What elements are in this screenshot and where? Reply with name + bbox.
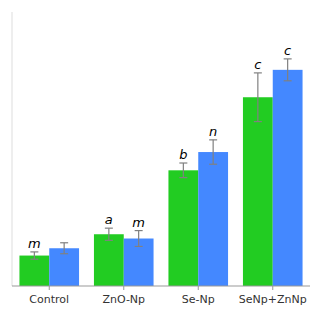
y-axis-line <box>12 12 13 286</box>
x-tick <box>123 286 124 290</box>
error-bar <box>284 59 292 81</box>
plot-area <box>19 59 302 286</box>
error-bar <box>179 163 187 178</box>
x-tick-label: Control <box>29 293 69 306</box>
annotation: m <box>28 236 41 251</box>
x-tick-label: ZnO-Np <box>102 293 145 306</box>
bar <box>49 248 79 286</box>
annotation: n <box>209 124 217 139</box>
x-tick <box>198 286 199 290</box>
x-axis-line <box>12 286 310 287</box>
annotation: a <box>105 212 113 227</box>
annotation: c <box>254 57 261 72</box>
error-bar <box>254 73 262 122</box>
bar <box>273 70 303 286</box>
annotation: c <box>284 43 291 58</box>
error-bar <box>105 228 113 240</box>
error-bar <box>209 140 217 164</box>
error-bar <box>135 231 143 247</box>
annotation: b <box>179 147 187 162</box>
annotations: m a b c m n c <box>28 43 291 251</box>
chart: m a b c m n c Control ZnO-Np Se-Np SeNp+ZnNp <box>0 0 320 320</box>
x-tick <box>272 286 273 290</box>
bar <box>19 256 49 286</box>
x-tick <box>49 286 50 290</box>
bar <box>168 170 198 286</box>
bar <box>243 97 273 286</box>
bar <box>198 152 228 286</box>
annotation: m <box>132 215 145 230</box>
bar <box>94 234 124 286</box>
error-bar <box>30 252 38 259</box>
x-tick-label: SeNp+ZnNp <box>239 293 307 306</box>
x-tick-label: Se-Np <box>182 293 215 306</box>
chart-container: m a b c m n c Control ZnO-Np Se-Np SeNp+ZnNp <box>0 0 320 320</box>
error-bar <box>60 243 68 254</box>
